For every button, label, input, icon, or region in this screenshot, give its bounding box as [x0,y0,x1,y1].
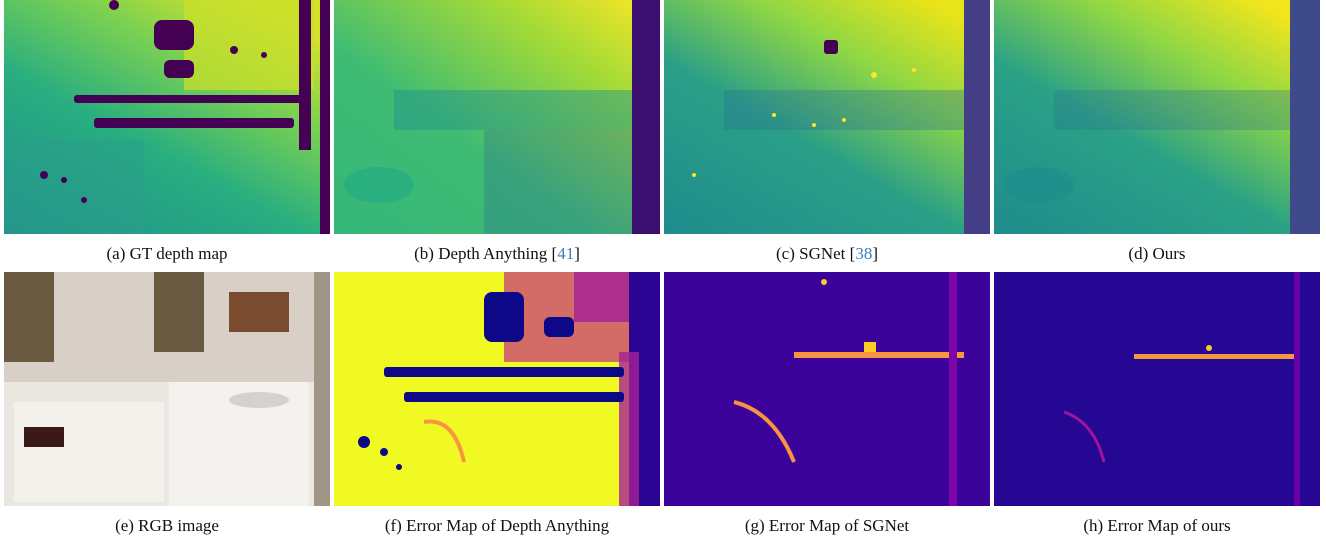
panel-b-depth-anything [334,0,660,234]
caption-e: (e) RGB image [115,516,219,535]
panel-g-error-sgnet [664,272,990,506]
panel-c-sgnet [664,0,990,234]
citation-link[interactable]: 41 [557,244,575,263]
caption-d: (d) Ours [1128,244,1186,263]
panel-a-gt-depth-map [4,0,330,234]
panel-d-ours [994,0,1320,234]
caption-b: (b) Depth Anything [41] [414,244,580,263]
caption-g: (g) Error Map of SGNet [744,516,910,535]
panel-h-error-ours [994,272,1320,506]
caption-f: (f) Error Map of Depth Anything [384,516,610,535]
panel-e-rgb-image [4,272,330,506]
caption-h: (h) Error Map of ours [1083,516,1231,535]
citation-link[interactable]: 38 [855,244,873,263]
caption-c: (c) SGNet [38] [776,244,878,263]
panel-f-error-depth-anything [334,272,660,506]
caption-a: (a) GT depth map [106,244,228,263]
